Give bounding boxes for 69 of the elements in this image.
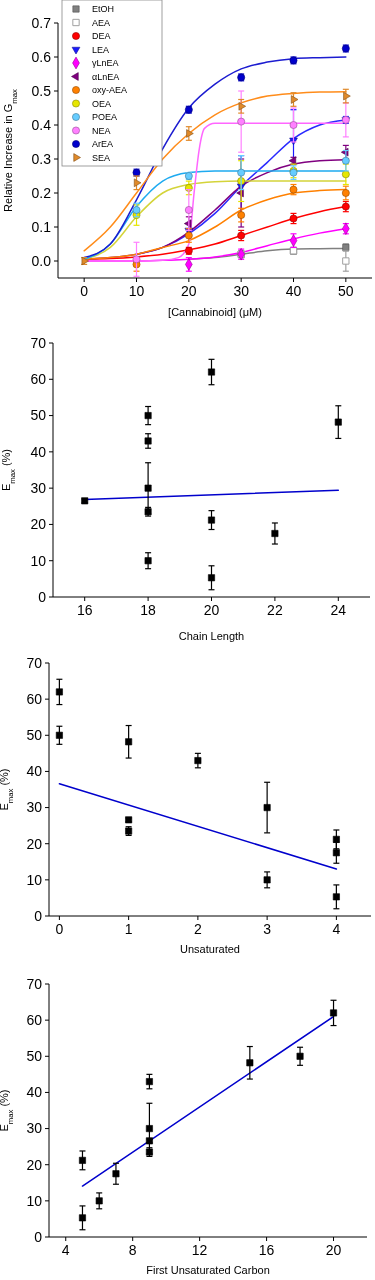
legend-label: DEA [92, 31, 111, 42]
x-axis-title: Unsaturated [180, 943, 240, 955]
y-tick-label: 70 [30, 334, 47, 351]
legend-label: oxy-AEA [92, 85, 128, 96]
legend-label: OEA [92, 98, 112, 109]
x-tick-label: 50 [338, 283, 354, 299]
x-tick-label: 1 [124, 921, 133, 937]
x-tick-label: 4 [332, 921, 341, 937]
y-tick-label: 0.0 [31, 252, 52, 269]
legend-label: LEA [92, 44, 110, 55]
x-tick-label: 16 [258, 1242, 275, 1258]
y-tick-label: 0.4 [31, 116, 52, 133]
y-tick-label: 0 [38, 588, 47, 605]
y-tick-label: 20 [30, 516, 47, 533]
legend-label: EtOH [92, 4, 115, 15]
y-tick-label: 40 [30, 443, 47, 460]
y-tick-label: 0.6 [31, 48, 52, 65]
legend-label: αLnEA [92, 71, 120, 82]
y-tick-label: 50 [30, 407, 47, 424]
legend-label: SEA [92, 152, 111, 163]
x-tick-label: 24 [330, 602, 347, 618]
x-tick-label: 4 [61, 1242, 70, 1258]
x-axis-title: Chain Length [178, 630, 245, 642]
x-tick-label: 3 [263, 921, 272, 937]
legend-label: AEA [92, 17, 111, 28]
y-tick-label: 70 [26, 654, 43, 671]
x-tick-label: 20 [325, 1242, 342, 1258]
x-tick-label: 12 [191, 1242, 208, 1258]
x-tick-label: 16 [76, 602, 93, 618]
y-tick-label: 70 [26, 975, 43, 992]
y-tick-label: 10 [30, 552, 47, 569]
x-tick-label: 20 [203, 602, 220, 618]
x-tick-label: 8 [128, 1242, 137, 1258]
x-tick-label: 22 [267, 602, 283, 618]
x-tick-label: 0 [55, 921, 64, 937]
x-tick-label: 20 [181, 283, 197, 299]
x-axis-title: First Unsaturated Carbon [146, 1264, 270, 1276]
legend-label: POEA [92, 112, 118, 123]
y-tick-label: 30 [26, 1120, 43, 1137]
legend-label: NEA [92, 125, 111, 136]
y-tick-label: 30 [30, 480, 47, 497]
y-tick-label: 10 [26, 871, 43, 888]
y-tick-label: 40 [26, 1084, 43, 1101]
y-tick-label: 20 [26, 835, 43, 852]
x-axis-title: [Cannabinoid] (μM) [168, 306, 262, 318]
legend-label: ArEA [92, 139, 114, 150]
x-tick-label: 2 [193, 921, 202, 937]
x-tick-label: 30 [233, 283, 250, 299]
x-tick-label: 0 [80, 283, 89, 299]
y-tick-label: 0.5 [31, 82, 52, 99]
y-tick-label: 30 [26, 799, 43, 816]
legend-label: γLnEA [92, 58, 119, 69]
x-tick-label: 10 [128, 283, 145, 299]
y-tick-label: 40 [26, 763, 43, 780]
y-tick-label: 0 [34, 907, 43, 924]
x-tick-label: 40 [285, 283, 302, 299]
y-tick-label: 50 [26, 727, 43, 744]
y-tick-label: 60 [26, 691, 43, 708]
y-tick-label: 0.2 [31, 184, 52, 201]
y-tick-label: 0.3 [31, 150, 52, 167]
y-tick-label: 60 [30, 371, 47, 388]
y-tick-label: 0.1 [31, 218, 52, 235]
y-tick-label: 0.7 [31, 14, 52, 31]
y-tick-label: 20 [26, 1156, 43, 1173]
y-tick-label: 0 [34, 1228, 43, 1245]
y-tick-label: 10 [26, 1192, 43, 1209]
x-tick-label: 18 [140, 602, 157, 618]
y-tick-label: 60 [26, 1012, 43, 1029]
y-tick-label: 50 [26, 1048, 43, 1065]
